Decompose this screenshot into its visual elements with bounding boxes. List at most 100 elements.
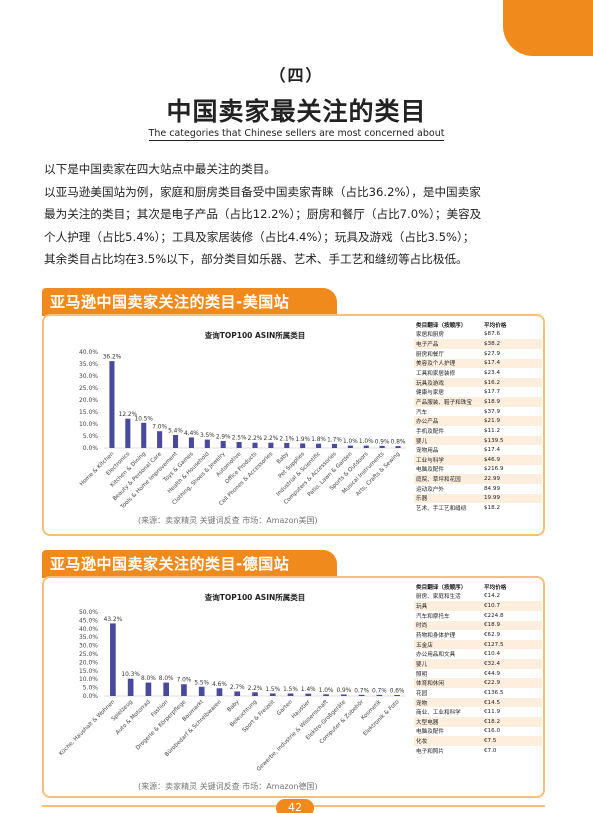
de-y-tick-label: 40.0% [79,626,98,633]
us-chart-title: 查询TOP100 ASIN所属类目 [205,330,306,340]
de-data-label: 1.5% [283,687,298,693]
category-cell: 玩具及游戏 [414,377,482,388]
de-y-tick-label: 10.0% [79,676,98,683]
price-cell: $18.9 [482,397,542,407]
table-row: 工业与科学 $46.9 [414,454,542,465]
de-data-label: 1.5% [265,687,280,693]
us-source-note: (来源：卖家精灵 关键词反查 市场：Amazon美国) [138,516,318,525]
us-y-tick-label: 15.0% [79,409,98,416]
category-cell: 宠物 [414,697,482,708]
price-cell: €18.2 [482,716,542,727]
de-data-label: 5.5% [194,680,209,686]
us-data-label: 3.5% [200,433,215,439]
us-data-label: 5.4% [168,429,183,435]
intro-line: 以亚马逊美国站为例，家庭和厨房类目备受中国卖家青睐（占比36.2%），是中国卖家 [44,184,481,199]
price-cell: €10.4 [482,649,542,660]
de-bar-chart: 查询TOP100 ASIN所属类目 50.0%45.0% 40.0%35.0% 30.… [58,592,406,773]
price-cell: €127.5 [482,639,542,650]
de-bar [216,688,223,696]
table-row: 厨房和餐厅 $27.9 [414,348,542,359]
us-data-label: 0.8% [391,440,406,446]
table-row: 时尚 €18.9 [414,620,542,631]
category-cell: 庭院、草坪和花园 [414,474,482,484]
category-cell: 药物和身体护理 [414,630,482,640]
table-row: 化妆 €7.5 [414,736,542,746]
category-cell: 玩具 [414,601,482,611]
category-cell: 体育和休闲 [414,678,482,689]
table-row: 电脑及配件 $216.9 [414,464,542,475]
table-row: 宠物用品 $17.4 [414,445,542,455]
price-cell: $139.5 [482,435,542,446]
price-cell: $18.2 [482,503,542,513]
table-row: 手机及配件 $11.2 [414,426,542,436]
us-data-label: 2.2% [264,436,279,442]
table-row: 电子产品 $38.2 [414,339,542,349]
category-cell: 家居和厨房 [414,329,482,340]
de-data-label: 2.2% [248,686,263,692]
table-row: 美容及个人护理 $17.4 [414,358,542,369]
us-bar [252,442,258,448]
de-data-label: 2.7% [230,685,245,691]
table-row: 大型电器 €18.2 [414,716,542,727]
intro-line: 以下是中国卖家在四大站点中最关注的类目。 [44,162,276,176]
table-row: 汽车 $37.9 [414,406,542,417]
category-cell: 大型电器 [414,716,482,727]
de-data-label: 43.2% [104,617,123,623]
price-cell: $21.9 [482,416,542,427]
de-bar [287,693,294,696]
category-cell: 婴儿 [414,659,482,669]
de-bar [305,693,312,696]
category-cell: 厨房、家庭和生活 [414,591,482,602]
de-y-tick-label: 35.0% [79,634,98,641]
price-cell: €62.9 [482,630,542,640]
category-cell: 电子产品 [414,339,482,349]
us-y-tick-label: 10.0% [79,421,98,428]
price-cell: €7.0 [482,745,542,756]
us-bar [188,437,194,448]
us-bar [220,441,226,448]
category-cell: 汽车 [414,406,482,417]
category-cell: 电脑及配件 [414,464,482,475]
category-cell: 艺术、手工艺和缝纫 [414,503,482,513]
us-data-label: 2.5% [232,436,247,442]
category-cell: 办公用品和文具 [414,649,482,660]
us-data-label: 12.2% [119,412,138,418]
category-cell: 办公产品 [414,416,482,427]
de-category-label: Baby [226,699,241,714]
de-y-tick-label: 15.0% [79,668,98,675]
de-data-label: 8.0% [141,676,156,682]
us-y-tick-label: 0.0% [83,445,99,452]
us-table-header: 类目翻译（按顺序） 平均价格 [414,320,542,330]
us-data-label: 0.9% [375,439,390,445]
category-cell: 电子和照片 [414,745,482,756]
price-cell: €22.9 [482,678,542,689]
de-data-label: 1.4% [301,687,316,693]
de-bar [323,694,329,696]
corner-decoration [503,0,593,56]
table-row: 花园 €136.5 [414,688,542,698]
price-cell: $23.4 [482,368,542,378]
de-chart-panel: 查询TOP100 ASIN所属类目 50.0% 45.0% 40.0% 35.0% 30.… [42,576,545,798]
table-row: 健康与家居 $17.7 [414,387,542,398]
category-cell: 婴儿 [414,435,482,446]
table-row: 药物和身体护理 €62.9 [414,630,542,640]
de-data-label: 0.7% [372,688,387,694]
price-cell: €18.9 [482,620,542,631]
de-data-label: 0.9% [336,688,351,694]
table-row: 宠物 €14.5 [414,697,542,708]
price-cell: $11.2 [482,426,542,436]
category-cell: 乐器 [414,493,482,504]
us-y-tick-label: 5.0% [83,433,99,440]
price-cell: $38.2 [482,339,542,349]
table-row: 汽车和摩托车 €224.8 [414,610,542,621]
us-bar [125,418,131,448]
table-row: 玩具 €10.7 [414,601,542,611]
price-cell: €14.2 [482,591,542,602]
de-data-label: 7.0% [177,678,192,684]
de-bar [110,623,116,696]
section-heading-us: 亚马逊中国卖家关注的类目-美国站 [42,288,337,316]
de-y-tick-label: 25.0% [79,651,98,658]
de-y-tick-label: 45.0% [79,617,98,624]
us-data-label: 4.4% [184,431,199,437]
price-cell: $87.6 [482,329,542,340]
